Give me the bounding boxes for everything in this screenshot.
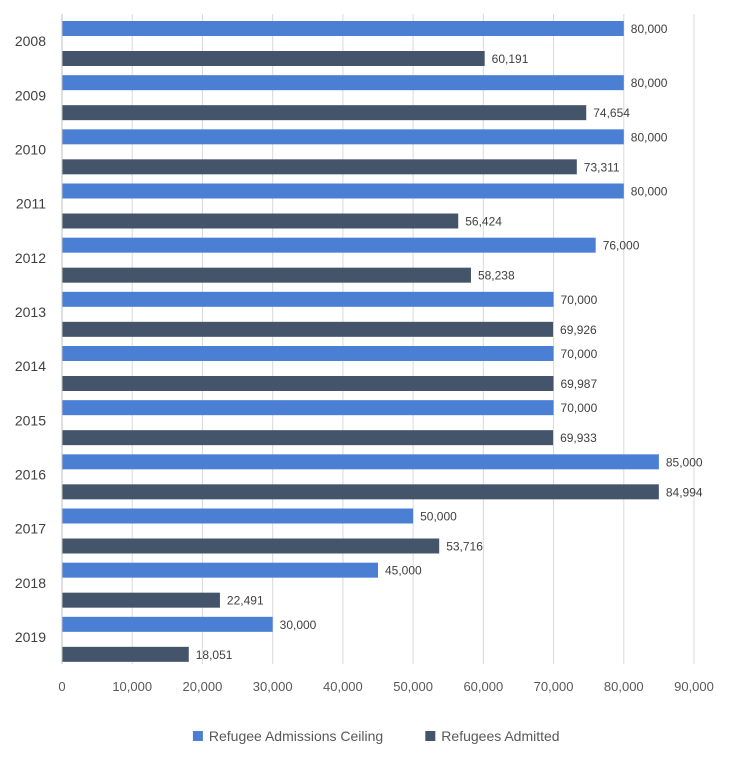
x-tick-label: 70,000 xyxy=(534,679,574,694)
bar-admitted-2012 xyxy=(62,267,471,283)
category-label-2013: 2013 xyxy=(15,304,46,320)
bar-ceiling-2016 xyxy=(62,454,659,470)
axes: 0 10,000 20,000 30,000 40,000 50,000 60,000 70,… xyxy=(15,14,714,694)
category-label-2014: 2014 xyxy=(15,358,46,374)
data-label-admitted-2013: 69,926 xyxy=(560,323,597,337)
data-label-admitted-2018: 22,491 xyxy=(227,594,264,608)
bar-ceiling-2012 xyxy=(62,237,596,253)
data-label-admitted-2011: 56,424 xyxy=(465,215,502,229)
data-label-admitted-2012: 58,238 xyxy=(478,269,515,283)
category-label-2017: 2017 xyxy=(15,521,46,537)
data-label-admitted-2014: 69,987 xyxy=(560,377,597,391)
category-label-2009: 2009 xyxy=(15,87,46,103)
x-tick-label: 20,000 xyxy=(183,679,223,694)
legend-swatch-admitted xyxy=(425,731,436,741)
bar-admitted-2014 xyxy=(62,376,554,391)
gridlines xyxy=(131,14,695,664)
data-label-ceiling-2008: 80,000 xyxy=(631,22,668,36)
data-label-admitted-2019: 18,051 xyxy=(196,648,233,662)
data-label-ceiling-2010: 80,000 xyxy=(631,130,668,144)
category-label-2019: 2019 xyxy=(15,629,46,645)
x-tick-label: 40,000 xyxy=(323,679,363,694)
data-labels: 80,00060,19180,00074,65480,00073,31180,0… xyxy=(196,22,703,662)
data-label-ceiling-2015: 70,000 xyxy=(561,401,598,415)
category-label-2011: 2011 xyxy=(16,196,46,212)
x-tick-label: 80,000 xyxy=(604,679,644,694)
bar-ceiling-2013 xyxy=(62,291,554,307)
x-tick-label: 50,000 xyxy=(393,679,433,694)
bar-ceiling-2009 xyxy=(62,75,624,91)
x-tick-label: 0 xyxy=(58,679,65,694)
data-label-admitted-2008: 60,191 xyxy=(492,52,529,66)
bar-admitted-2011 xyxy=(62,213,459,229)
bar-admitted-2015 xyxy=(62,430,554,446)
bar-ceiling-2011 xyxy=(62,183,624,199)
bar-ceiling-2010 xyxy=(62,129,624,145)
data-label-ceiling-2019: 30,000 xyxy=(280,618,317,632)
bar-ceiling-2015 xyxy=(62,400,554,416)
x-tick-label: 30,000 xyxy=(253,679,293,694)
category-label-2015: 2015 xyxy=(15,412,46,428)
bar-ceiling-2014 xyxy=(62,346,554,361)
data-label-ceiling-2014: 70,000 xyxy=(561,347,598,361)
x-tick-label: 10,000 xyxy=(112,679,152,694)
data-label-ceiling-2016: 85,000 xyxy=(666,455,703,469)
legend: Refugee Admissions Ceiling Refugees Admit… xyxy=(192,728,560,744)
bar-admitted-2017 xyxy=(62,538,440,554)
data-label-ceiling-2009: 80,000 xyxy=(631,76,668,90)
data-label-ceiling-2017: 50,000 xyxy=(420,510,457,524)
bar-admitted-2009 xyxy=(62,105,587,121)
x-tick-label: 90,000 xyxy=(674,679,714,694)
data-label-admitted-2015: 69,933 xyxy=(560,431,597,445)
data-label-ceiling-2013: 70,000 xyxy=(561,293,598,307)
legend-label-admitted: Refugees Admitted xyxy=(441,728,559,744)
data-label-admitted-2009: 74,654 xyxy=(593,106,630,120)
data-label-admitted-2016: 84,994 xyxy=(666,485,703,499)
category-label-2010: 2010 xyxy=(15,141,46,157)
data-label-admitted-2017: 53,716 xyxy=(446,540,483,554)
bar-admitted-2010 xyxy=(62,159,577,175)
data-label-ceiling-2012: 76,000 xyxy=(603,239,640,253)
bars xyxy=(62,21,659,662)
category-label-2012: 2012 xyxy=(15,250,46,266)
bar-admitted-2016 xyxy=(62,484,659,500)
category-label-2018: 2018 xyxy=(15,575,46,591)
x-tick-label: 60,000 xyxy=(463,679,503,694)
bar-admitted-2013 xyxy=(62,321,554,337)
data-label-admitted-2010: 73,311 xyxy=(584,160,620,174)
legend-swatch-ceiling xyxy=(192,731,203,741)
legend-label-ceiling: Refugee Admissions Ceiling xyxy=(209,728,383,744)
bar-admitted-2008 xyxy=(62,51,485,66)
category-label-2016: 2016 xyxy=(15,466,46,482)
bar-admitted-2019 xyxy=(62,646,189,662)
bar-ceiling-2008 xyxy=(62,21,624,36)
bar-admitted-2018 xyxy=(62,592,220,608)
data-label-ceiling-2018: 45,000 xyxy=(385,564,422,578)
bar-ceiling-2018 xyxy=(62,562,378,578)
data-label-ceiling-2011: 80,000 xyxy=(631,185,668,199)
bar-ceiling-2017 xyxy=(62,508,414,524)
category-label-2008: 2008 xyxy=(15,33,46,49)
bar-ceiling-2019 xyxy=(62,616,273,632)
